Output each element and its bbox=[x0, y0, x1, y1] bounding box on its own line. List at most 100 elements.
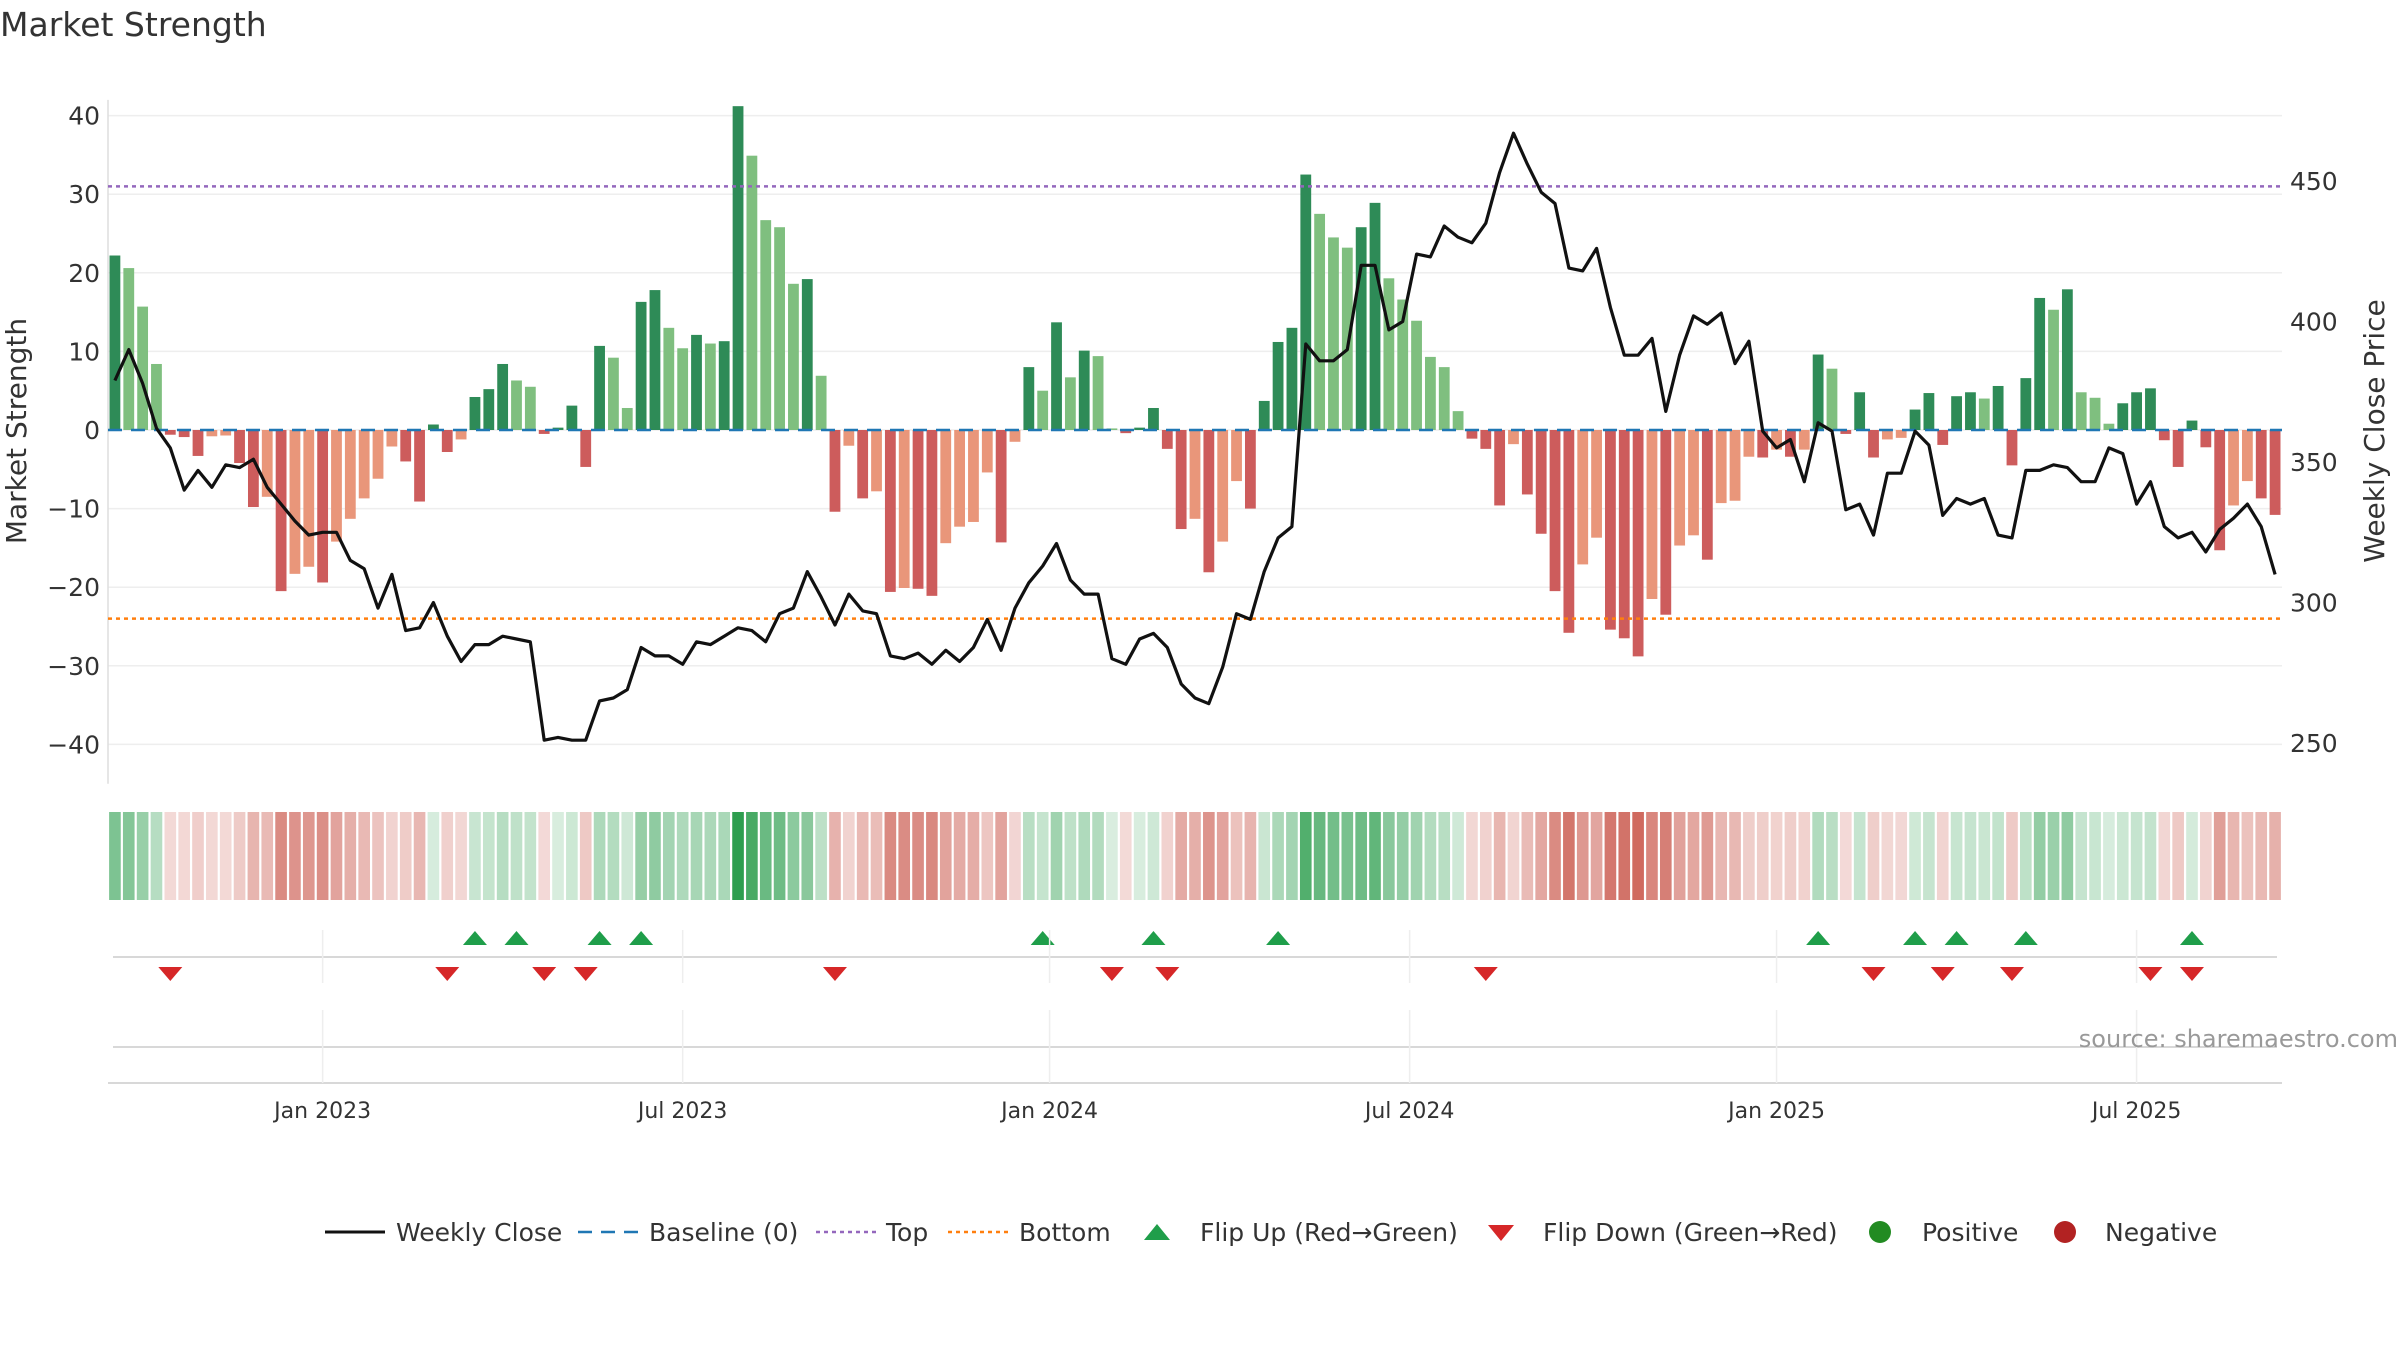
y2-tick-label: 250 bbox=[2290, 729, 2338, 758]
heat-cell bbox=[1673, 812, 1686, 900]
x-tick-label: Jul 2025 bbox=[2090, 1099, 2182, 1124]
heat-cell bbox=[1881, 812, 1894, 900]
flip-down-marker bbox=[1861, 967, 1886, 981]
heat-cell bbox=[1936, 812, 1949, 900]
heat-cell bbox=[1203, 812, 1215, 900]
heat-cell bbox=[1272, 812, 1284, 900]
strength-bar bbox=[871, 430, 882, 492]
heat-cell bbox=[1452, 812, 1464, 900]
strength-bar bbox=[1411, 320, 1422, 430]
flip-up-marker bbox=[1266, 931, 1291, 945]
strength-bar bbox=[303, 430, 315, 567]
heat-cell bbox=[1535, 812, 1547, 900]
strength-bar bbox=[857, 430, 869, 499]
strength-bar bbox=[1161, 430, 1173, 449]
heat-cell bbox=[1244, 812, 1257, 900]
heat-cell bbox=[1604, 812, 1617, 900]
y-tick-label: 30 bbox=[68, 180, 100, 209]
chart-title: Market Strength bbox=[0, 5, 267, 44]
heat-cell bbox=[912, 812, 924, 900]
heat-cell bbox=[870, 812, 883, 900]
heat-cell bbox=[1978, 812, 1991, 900]
heat-cell bbox=[1466, 812, 1478, 900]
heat-cell bbox=[1770, 812, 1783, 900]
strength-bar bbox=[234, 430, 245, 464]
strength-bar bbox=[1134, 427, 1146, 430]
strength-bar bbox=[1341, 247, 1353, 430]
legend-label: Flip Up (Red→Green) bbox=[1200, 1218, 1458, 1247]
heat-cell bbox=[1230, 812, 1243, 900]
strength-bar bbox=[677, 348, 689, 430]
heat-cell bbox=[482, 812, 495, 900]
strength-bar bbox=[455, 430, 467, 440]
heat-cell bbox=[510, 812, 523, 900]
heat-cell bbox=[2089, 812, 2101, 900]
heat-cell bbox=[995, 812, 1007, 900]
heat-cell bbox=[939, 812, 952, 900]
heat-cell bbox=[1521, 812, 1534, 900]
heat-cell bbox=[1576, 812, 1589, 900]
heat-cell bbox=[2033, 812, 2046, 900]
strength-bar bbox=[2103, 423, 2115, 430]
heat-cell bbox=[1036, 812, 1049, 900]
heat-cell bbox=[552, 812, 564, 900]
heat-cell bbox=[2116, 812, 2129, 900]
heat-cell bbox=[2047, 812, 2060, 900]
flip-down-marker bbox=[2179, 967, 2204, 981]
heat-cell bbox=[1964, 812, 1977, 900]
heat-cell bbox=[732, 812, 744, 900]
strength-bar bbox=[1743, 430, 1755, 457]
strength-bar bbox=[1812, 354, 1824, 430]
heat-cell bbox=[1064, 812, 1077, 900]
y2-axis-ticks: 450 400 350 300 250 bbox=[2290, 167, 2338, 758]
strength-bar bbox=[788, 283, 799, 430]
heat-cell bbox=[399, 812, 412, 900]
heat-cell bbox=[441, 812, 454, 900]
strength-bar bbox=[704, 343, 716, 430]
heat-cell bbox=[469, 812, 481, 900]
heat-cell bbox=[413, 812, 426, 900]
heat-cell bbox=[330, 812, 343, 900]
strength-bar bbox=[1937, 430, 1949, 445]
heat-cell bbox=[621, 812, 634, 900]
x-tick-label: Jul 2024 bbox=[1363, 1099, 1455, 1124]
strength-bar bbox=[1632, 430, 1644, 657]
strength-bar bbox=[1798, 430, 1810, 450]
heat-cell bbox=[1479, 812, 1492, 900]
heat-cell bbox=[372, 812, 384, 900]
strength-bar bbox=[1300, 174, 1312, 430]
flip-up-marker bbox=[504, 931, 529, 945]
strength-bar bbox=[1258, 400, 1270, 430]
heat-cell bbox=[1701, 812, 1714, 900]
strength-bar bbox=[1688, 430, 1699, 536]
heat-cell bbox=[593, 812, 606, 900]
strength-bar bbox=[566, 405, 578, 430]
strength-bar bbox=[483, 389, 495, 430]
strength-bar bbox=[1840, 430, 1852, 434]
strength-bar bbox=[2034, 297, 2046, 430]
strength-bar bbox=[289, 430, 301, 574]
strength-bar bbox=[1314, 213, 1326, 430]
heat-cell bbox=[1161, 812, 1174, 900]
heat-cell bbox=[2172, 812, 2184, 900]
heat-cell bbox=[1189, 812, 1201, 900]
legend-swatch-flip-down bbox=[1488, 1225, 1514, 1241]
legend-swatch-positive bbox=[1869, 1221, 1891, 1243]
strength-bar bbox=[1369, 202, 1381, 430]
strength-bar bbox=[843, 430, 855, 446]
heat-cell bbox=[302, 812, 315, 900]
strength-bar bbox=[1078, 350, 1090, 430]
heat-cell bbox=[759, 812, 772, 900]
strength-bar bbox=[331, 430, 342, 542]
heat-cell bbox=[981, 812, 994, 900]
heat-cell bbox=[1383, 812, 1395, 900]
strength-bar bbox=[192, 430, 204, 456]
y-axis-label: Market Strength bbox=[0, 318, 33, 544]
strength-bar bbox=[2186, 420, 2198, 430]
strength-bar bbox=[1217, 430, 1229, 542]
strength-bar bbox=[1286, 327, 1298, 430]
heat-cell bbox=[358, 812, 370, 900]
strength-bar bbox=[220, 430, 232, 436]
y-axis-ticks: 40 30 20 10 0 −10 −20 −30 −40 bbox=[47, 102, 100, 760]
heat-cell bbox=[289, 812, 301, 900]
